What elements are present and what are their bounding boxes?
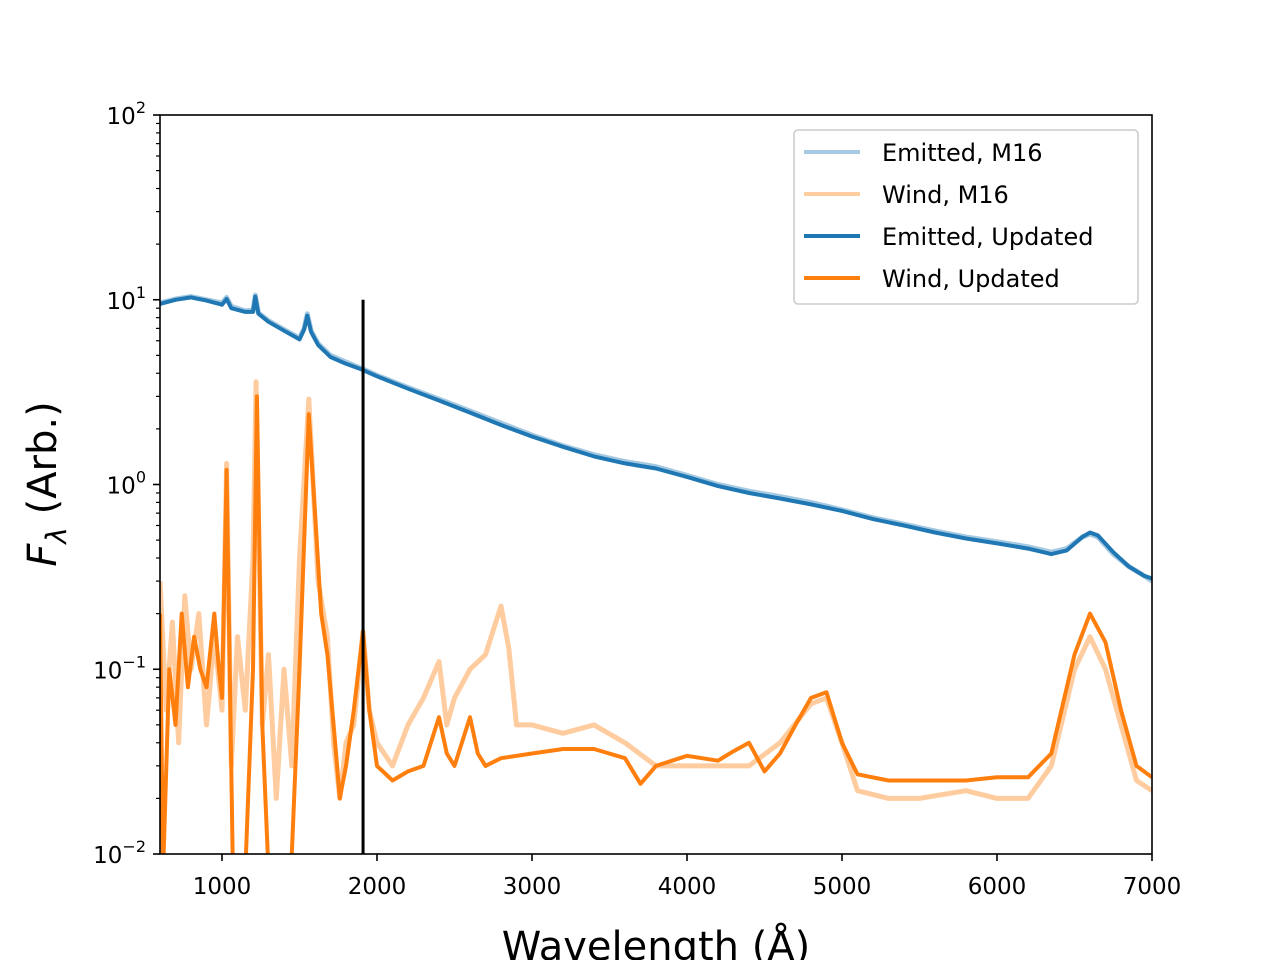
x-tick-label: 3000 <box>503 874 562 900</box>
x-tick-label: 2000 <box>348 874 407 900</box>
y-tick-label: 102 <box>107 98 146 130</box>
legend-entry-label: Emitted, Updated <box>882 223 1093 251</box>
legend-entry-label: Wind, Updated <box>882 265 1060 293</box>
series-line-3 <box>160 294 1152 581</box>
y-axis-label: Fλ (Arb.) <box>20 401 73 566</box>
legend-entry-label: Wind, M16 <box>882 181 1009 209</box>
legend: Emitted, M16 Wind, M16 Emitted, Updated Win… <box>793 129 1139 305</box>
x-tick-label: 1000 <box>193 874 252 900</box>
series-line-4 <box>160 394 1152 854</box>
series-layer <box>160 292 1152 854</box>
y-tick-label: 100 <box>107 468 146 500</box>
x-axis: 1000 2000 3000 4000 5000 6000 7000 <box>193 854 1182 900</box>
y-axis: 10−2 10−1 100 101 102 <box>93 98 160 869</box>
legend-entry-label: Emitted, M16 <box>882 139 1043 167</box>
x-tick-label: 5000 <box>813 874 872 900</box>
x-tick-label: 7000 <box>1123 874 1182 900</box>
y-tick-label: 10−1 <box>93 652 146 684</box>
y-tick-label: 101 <box>107 283 146 315</box>
y-tick-label: 10−2 <box>93 837 146 869</box>
x-tick-label: 4000 <box>658 874 717 900</box>
x-axis-label: Wavelength (Å) <box>502 922 811 960</box>
x-tick-label: 6000 <box>968 874 1027 900</box>
legend-box <box>793 129 1139 305</box>
